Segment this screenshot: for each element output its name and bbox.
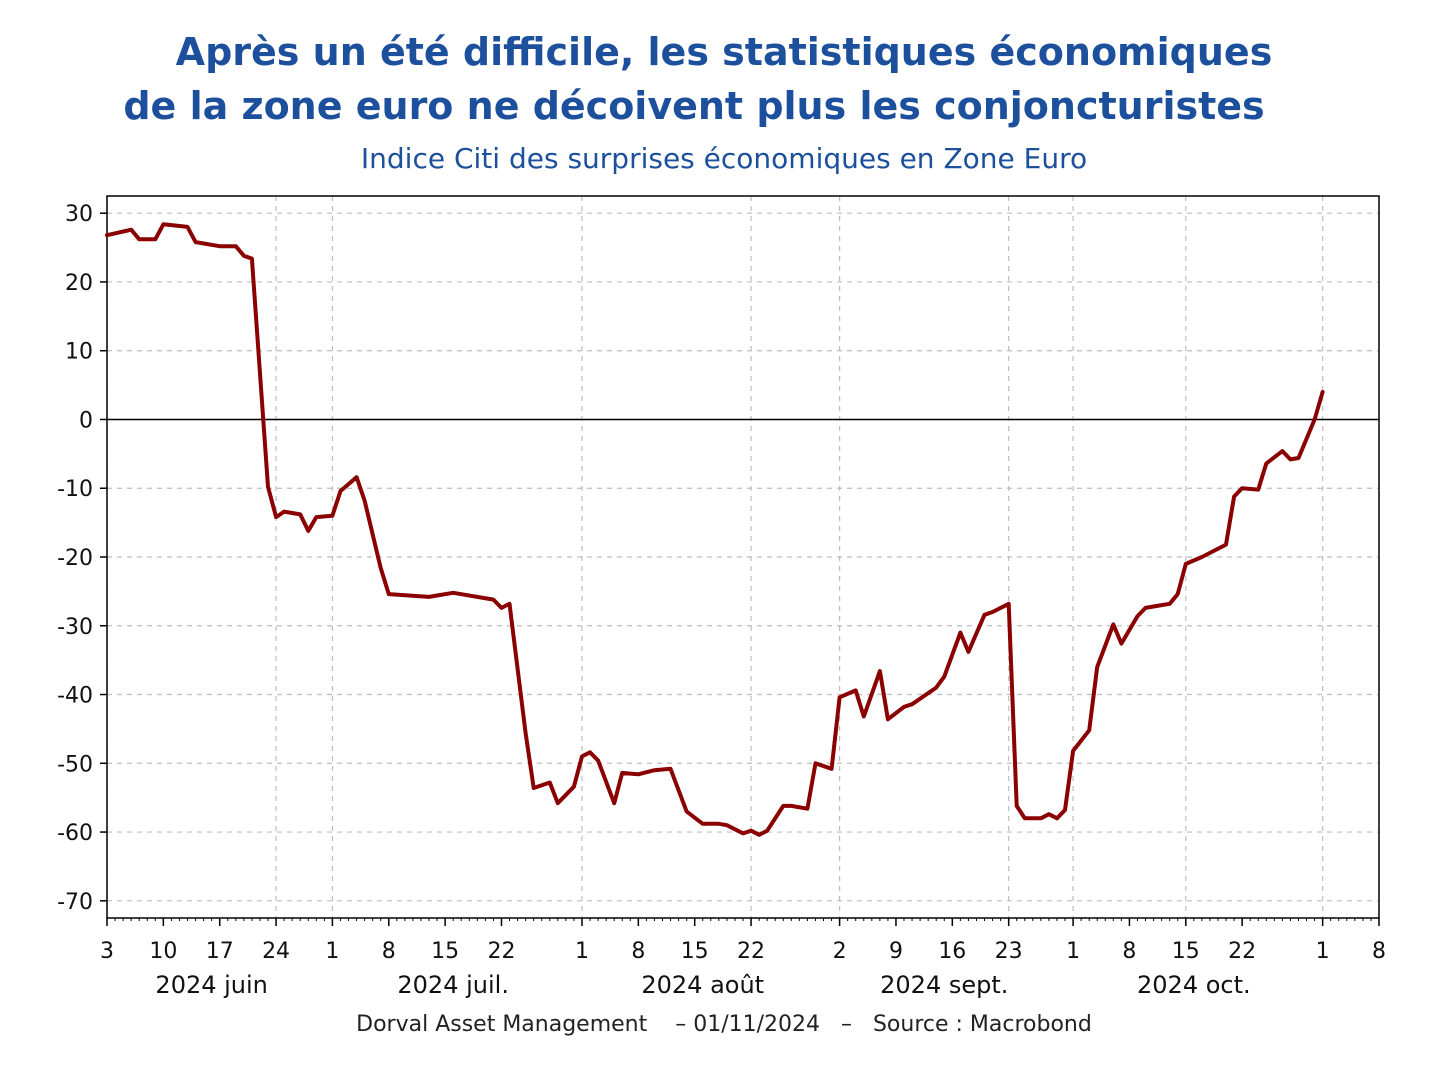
x-tick-label: 24 xyxy=(262,939,290,964)
axes: 30 20 10 0 -10 -20 -30 -40 -50 -60 -70 3 10 17 24 1 8 15 2… xyxy=(57,195,1386,999)
x-tick-label: 15 xyxy=(1172,939,1200,964)
series-layer xyxy=(105,222,1325,837)
x-tick-label: 8 xyxy=(1372,939,1386,964)
x-tick-label: 15 xyxy=(681,939,709,964)
y-tick-label: -50 xyxy=(57,752,93,777)
x-tick-label: 15 xyxy=(431,939,459,964)
chart-subtitle: Indice Citi des surprises économiques en… xyxy=(360,142,1088,175)
x-tick-label: 3 xyxy=(100,939,114,964)
x-tick-label: 8 xyxy=(631,939,645,964)
chart-title-line2: de la zone euro ne décoivent plus les co… xyxy=(123,84,1265,128)
x-tick-label: 9 xyxy=(889,939,903,964)
y-tick-label: 10 xyxy=(65,340,93,365)
x-month-label: 2024 oct. xyxy=(1137,971,1251,999)
x-tick-label: 10 xyxy=(149,939,177,964)
grid xyxy=(106,196,1379,918)
x-tick-label: 1 xyxy=(575,939,589,964)
x-tick-label: 22 xyxy=(487,939,515,964)
x-month-label: 2024 juil. xyxy=(397,971,509,999)
y-tick-label: -30 xyxy=(57,615,93,640)
x-tick-label: 2 xyxy=(833,939,847,964)
y-tick-label: -60 xyxy=(57,821,93,846)
x-tick-label: 8 xyxy=(1122,939,1136,964)
chart-footer: Dorval Asset Management – 01/11/2024 – S… xyxy=(356,1012,1092,1037)
y-tick-label: -70 xyxy=(57,890,93,915)
x-tick-label: 8 xyxy=(382,939,396,964)
series-line xyxy=(105,222,1325,837)
x-tick-label: 16 xyxy=(938,939,966,964)
x-tick-label: 1 xyxy=(1066,939,1080,964)
x-month-label: 2024 juin xyxy=(155,971,267,999)
y-tick-label: -10 xyxy=(57,477,93,502)
y-tick-label: 20 xyxy=(65,271,93,296)
x-month-label: 2024 sept. xyxy=(880,971,1008,999)
y-tick-label: -40 xyxy=(57,684,93,709)
x-tick-label: 1 xyxy=(325,939,339,964)
y-tick-label: 0 xyxy=(79,408,93,433)
x-tick-label: 22 xyxy=(1228,939,1256,964)
y-tick-label: 30 xyxy=(65,202,93,227)
x-tick-label: 22 xyxy=(737,939,765,964)
x-month-label: 2024 août xyxy=(641,971,764,999)
y-tick-label: -20 xyxy=(57,546,93,571)
chart-title-line1: Après un été difficile, les statistiques… xyxy=(175,30,1273,74)
x-tick-label: 23 xyxy=(995,939,1023,964)
x-tick-label: 1 xyxy=(1316,939,1330,964)
x-tick-label: 17 xyxy=(206,939,234,964)
